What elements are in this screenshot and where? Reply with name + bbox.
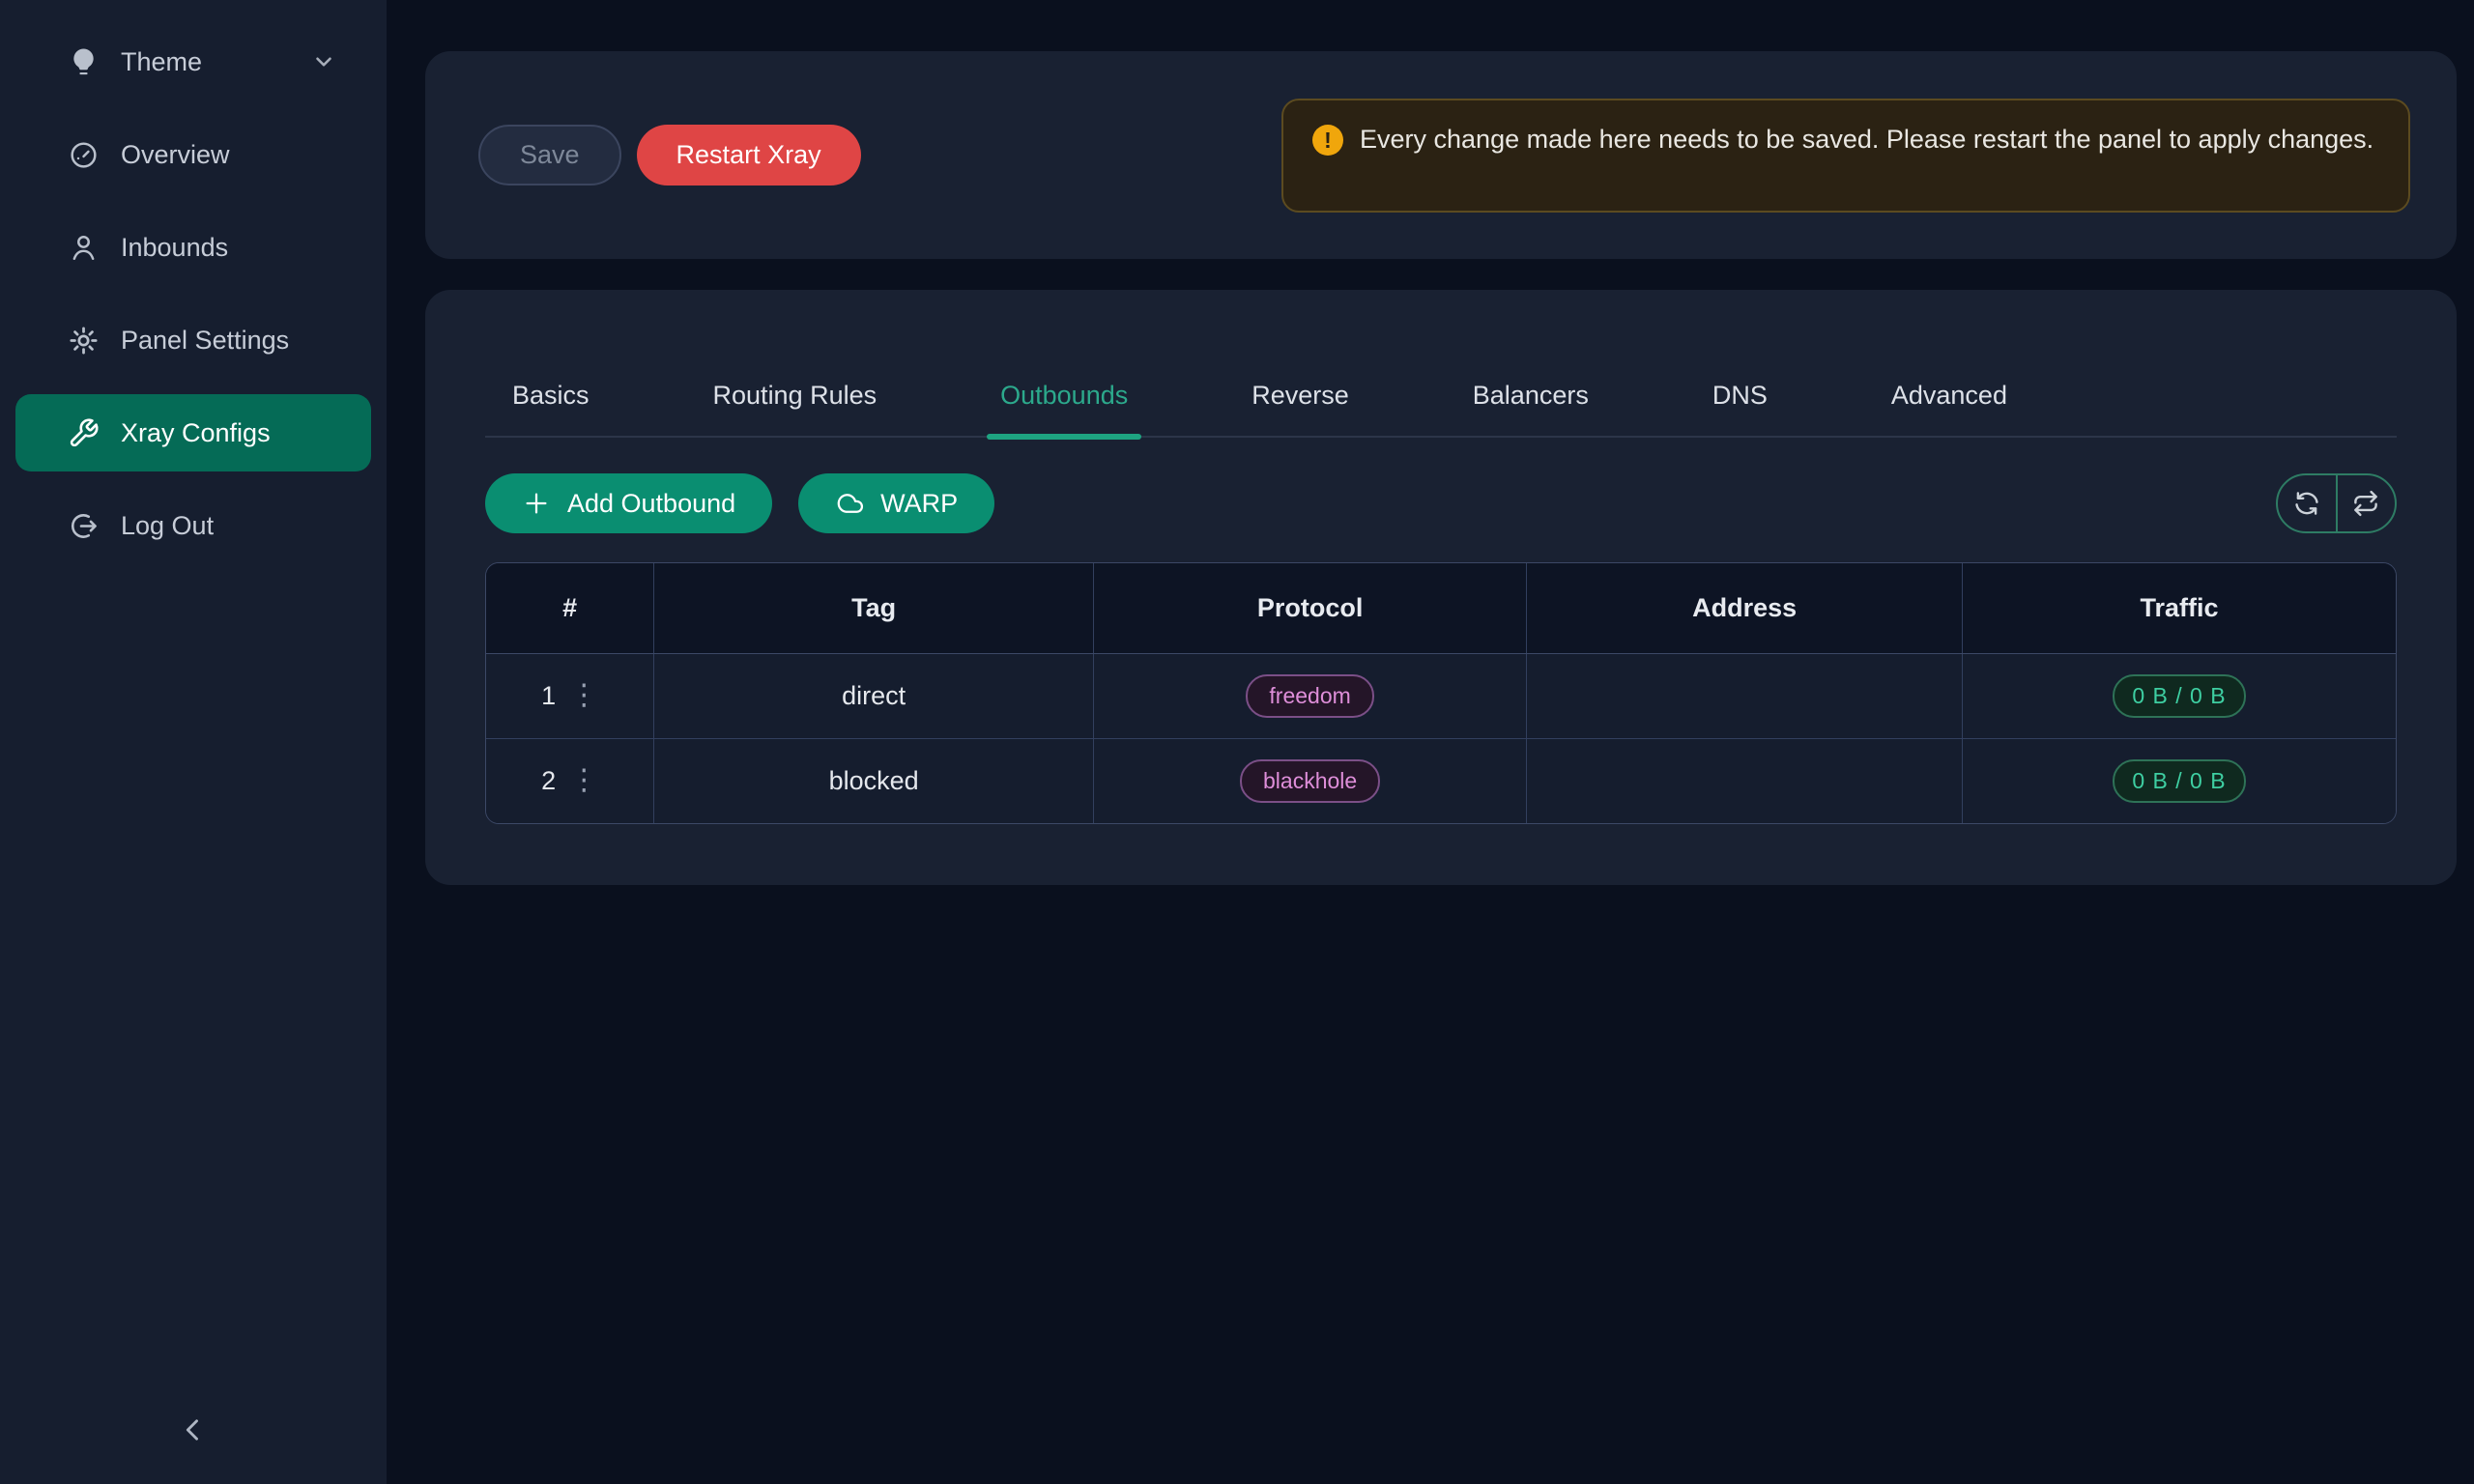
tab-reverse[interactable]: Reverse [1251,381,1349,410]
tab-outbounds[interactable]: Outbounds [987,381,1142,440]
row-menu-icon[interactable]: ⋮ [569,679,599,711]
table-row: 1 ⋮ direct freedom 0 B / 0 B [486,653,2396,739]
table-row: 2 ⋮ blocked blackhole 0 B / 0 B [486,738,2396,823]
toggle-auto-refresh-button[interactable] [2338,475,2396,531]
sidebar-item-label: Overview [121,139,230,169]
outbounds-actions-row: Add Outbound WARP [485,473,2397,533]
outbounds-table: # Tag Protocol Address Traffic 1 ⋮ [485,562,2397,824]
warp-button[interactable]: WARP [798,473,995,533]
wrench-icon [68,417,100,449]
column-header-traffic: Traffic [1962,563,2396,654]
toolbar-card: Save Restart Xray ! Every change made he… [425,51,2457,259]
config-tabbar: Basics Routing Rules Outbounds Reverse B… [485,290,2397,440]
logout-icon [68,510,100,542]
save-button[interactable]: Save [478,125,621,186]
refresh-button[interactable] [2278,475,2338,531]
warning-alert: ! Every change made here needs to be sav… [1281,98,2410,213]
tab-balancers[interactable]: Balancers [1472,381,1589,410]
sidebar-item-label: Log Out [121,510,215,540]
warp-label: WARP [880,488,959,518]
warning-alert-message: Every change made here needs to be saved… [1360,124,2374,154]
chevron-down-icon [311,49,336,74]
row-menu-icon[interactable]: ⋮ [569,764,599,797]
repeat-icon [2351,489,2380,518]
cloud-icon [835,489,864,518]
chevron-left-icon [177,1413,210,1446]
traffic-badge: 0 B / 0 B [2113,758,2246,803]
sidebar-item-xray-configs[interactable]: Xray Configs [15,394,371,471]
main-content: Save Restart Xray ! Every change made he… [387,0,2474,1484]
column-header-num: # [486,563,655,654]
protocol-badge: freedom [1246,673,1374,718]
row-number: 1 [541,680,557,710]
sidebar-item-overview[interactable]: Overview [15,116,371,193]
column-header-address: Address [1526,563,1963,654]
sidebar-item-label: Inbounds [121,232,229,262]
address-cell [1526,653,1963,739]
address-cell [1526,738,1963,823]
add-outbound-button[interactable]: Add Outbound [485,473,773,533]
gauge-icon [68,139,100,171]
table-refresh-group [2276,473,2397,533]
sidebar-collapse-button[interactable] [164,1401,222,1459]
sidebar-item-label: Xray Configs [121,417,271,447]
sync-icon [2292,489,2321,518]
tag-cell: direct [653,653,1094,739]
user-icon [68,232,100,264]
tab-advanced[interactable]: Advanced [1890,381,2007,410]
sidebar-item-label: Panel Settings [121,325,290,355]
tag-cell: blocked [653,738,1094,823]
protocol-badge: blackhole [1240,758,1381,803]
gear-icon [68,325,100,357]
tab-routing-rules[interactable]: Routing Rules [712,381,877,410]
tab-basics[interactable]: Basics [512,381,590,410]
sidebar: Theme Overview Inbounds [0,0,387,1484]
xray-config-card: Basics Routing Rules Outbounds Reverse B… [425,290,2457,885]
lightbulb-icon [68,46,100,78]
sidebar-nav: Theme Overview Inbounds [0,0,387,564]
plus-icon [522,489,551,518]
sidebar-item-inbounds[interactable]: Inbounds [15,209,371,286]
tab-dns[interactable]: DNS [1712,381,1768,410]
restart-xray-button[interactable]: Restart Xray [636,125,861,186]
column-header-protocol: Protocol [1093,563,1528,654]
add-outbound-label: Add Outbound [567,488,736,518]
table-header-row: # Tag Protocol Address Traffic [486,563,2396,654]
row-number: 2 [541,765,557,795]
sidebar-item-log-out[interactable]: Log Out [15,487,371,564]
warning-icon: ! [1312,124,1343,156]
sidebar-item-theme[interactable]: Theme [15,23,371,100]
sidebar-item-label: Theme [121,46,203,76]
sidebar-item-panel-settings[interactable]: Panel Settings [15,301,371,379]
traffic-badge: 0 B / 0 B [2113,673,2246,718]
column-header-tag: Tag [653,563,1094,654]
